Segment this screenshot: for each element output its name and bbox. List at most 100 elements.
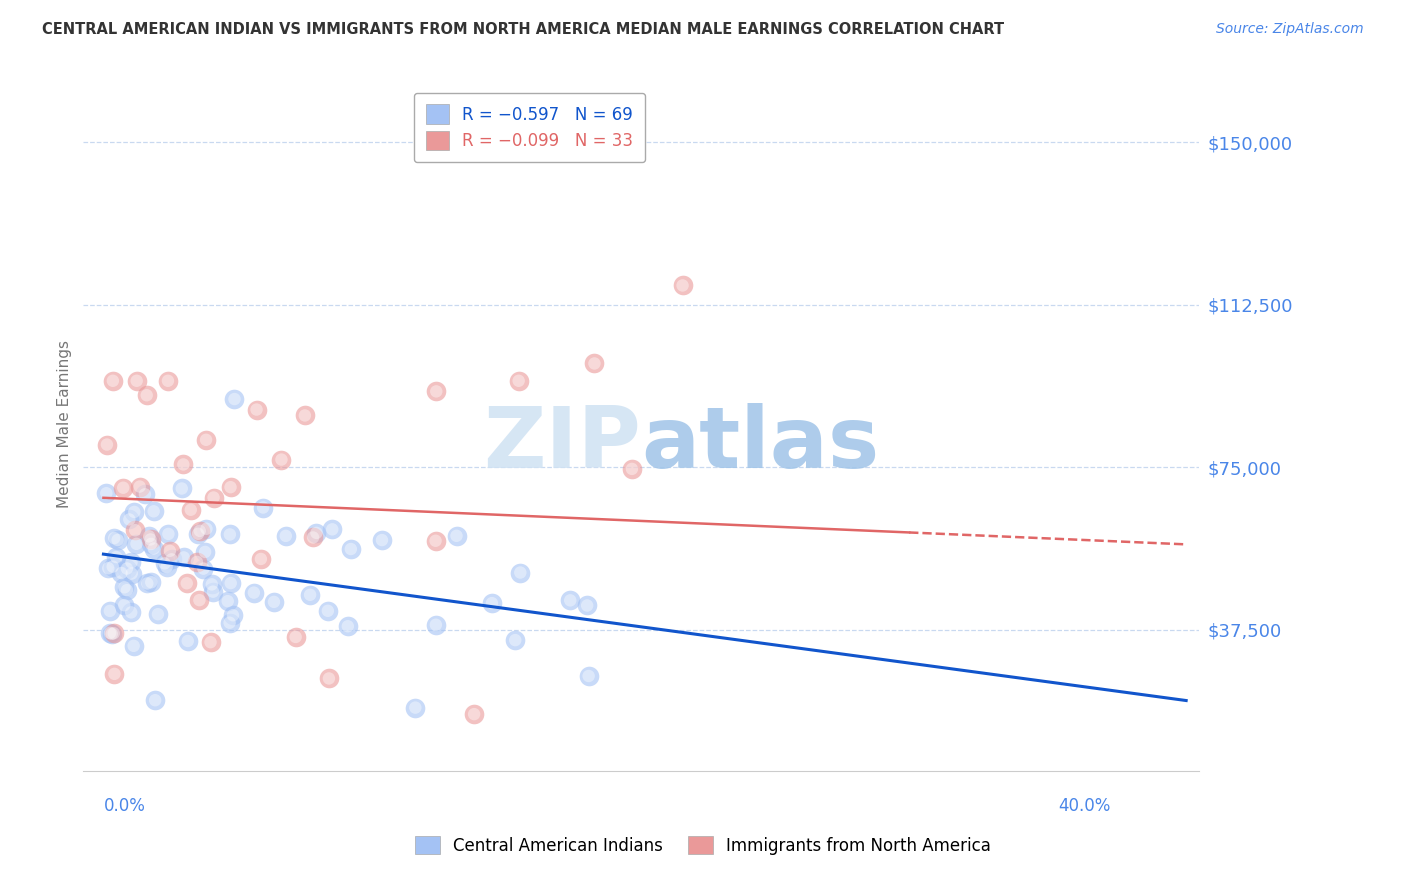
Point [294, 409, 316, 423]
Point [122, 639, 145, 653]
Point [112, 598, 135, 612]
Text: Source: ZipAtlas.com: Source: ZipAtlas.com [1216, 22, 1364, 37]
Point [263, 595, 285, 609]
Point [103, 666, 125, 681]
Point [508, 374, 530, 388]
Point [284, 630, 307, 644]
Point [195, 522, 218, 536]
Point [336, 619, 359, 633]
Point [96, 486, 118, 500]
Point [103, 531, 125, 545]
Point [219, 480, 242, 494]
Point [121, 556, 143, 570]
Point [186, 555, 208, 569]
Point [120, 606, 142, 620]
Point [114, 580, 136, 594]
Point [98, 626, 121, 640]
Point [114, 580, 136, 594]
Point [97, 561, 120, 575]
Point [142, 541, 165, 556]
Point [107, 533, 129, 547]
Point [103, 666, 125, 681]
Point [107, 533, 129, 547]
Point [100, 627, 122, 641]
Point [156, 560, 179, 574]
Point [139, 537, 162, 551]
Point [101, 559, 124, 574]
Point [318, 672, 340, 686]
Point [100, 627, 122, 641]
Point [463, 707, 485, 722]
Point [560, 593, 582, 607]
Point [217, 594, 239, 608]
Point [125, 537, 148, 551]
Point [340, 542, 363, 557]
Point [503, 633, 526, 648]
Point [446, 529, 468, 543]
Point [124, 505, 146, 519]
Point [157, 527, 180, 541]
Point [425, 617, 447, 632]
Point [243, 585, 266, 599]
Point [112, 481, 135, 495]
Point [583, 356, 606, 370]
Point [142, 504, 165, 518]
Point [125, 374, 148, 388]
Point [222, 608, 245, 623]
Point [340, 542, 363, 557]
Point [103, 626, 125, 640]
Point [160, 552, 183, 566]
Point [371, 533, 394, 547]
Point [188, 593, 211, 607]
Point [160, 552, 183, 566]
Point [302, 531, 325, 545]
Point [153, 557, 176, 571]
Point [134, 487, 156, 501]
Point [299, 588, 322, 602]
Point [425, 533, 447, 548]
Point [180, 502, 202, 516]
Point [146, 607, 169, 622]
Point [101, 374, 124, 388]
Text: 0.0%: 0.0% [104, 797, 145, 814]
Point [316, 604, 339, 618]
Text: CENTRAL AMERICAN INDIAN VS IMMIGRANTS FROM NORTH AMERICA MEDIAN MALE EARNINGS CO: CENTRAL AMERICAN INDIAN VS IMMIGRANTS FR… [42, 22, 1004, 37]
Point [124, 523, 146, 537]
Point [219, 480, 242, 494]
Point [560, 593, 582, 607]
Point [153, 557, 176, 571]
Point [274, 529, 297, 543]
Point [156, 374, 179, 388]
Point [176, 576, 198, 591]
Point [193, 561, 215, 575]
Point [299, 588, 322, 602]
Point [195, 433, 218, 447]
Point [159, 544, 181, 558]
Point [202, 584, 225, 599]
Point [583, 356, 606, 370]
Point [135, 388, 157, 402]
Point [576, 599, 599, 613]
Point [188, 524, 211, 538]
Point [101, 559, 124, 574]
Point [193, 561, 215, 575]
Point [121, 566, 143, 581]
Point [141, 575, 163, 590]
Point [176, 576, 198, 591]
Point [96, 437, 118, 451]
Point [425, 384, 447, 399]
Point [128, 479, 150, 493]
Point [187, 526, 209, 541]
Point [425, 533, 447, 548]
Point [121, 566, 143, 581]
Point [115, 583, 138, 598]
Point [96, 486, 118, 500]
Point [218, 527, 240, 541]
Point [509, 566, 531, 580]
Point [173, 550, 195, 565]
Point [180, 502, 202, 516]
Point [252, 500, 274, 515]
Point [195, 522, 218, 536]
Text: 40.0%: 40.0% [1059, 797, 1111, 814]
Point [186, 555, 208, 569]
